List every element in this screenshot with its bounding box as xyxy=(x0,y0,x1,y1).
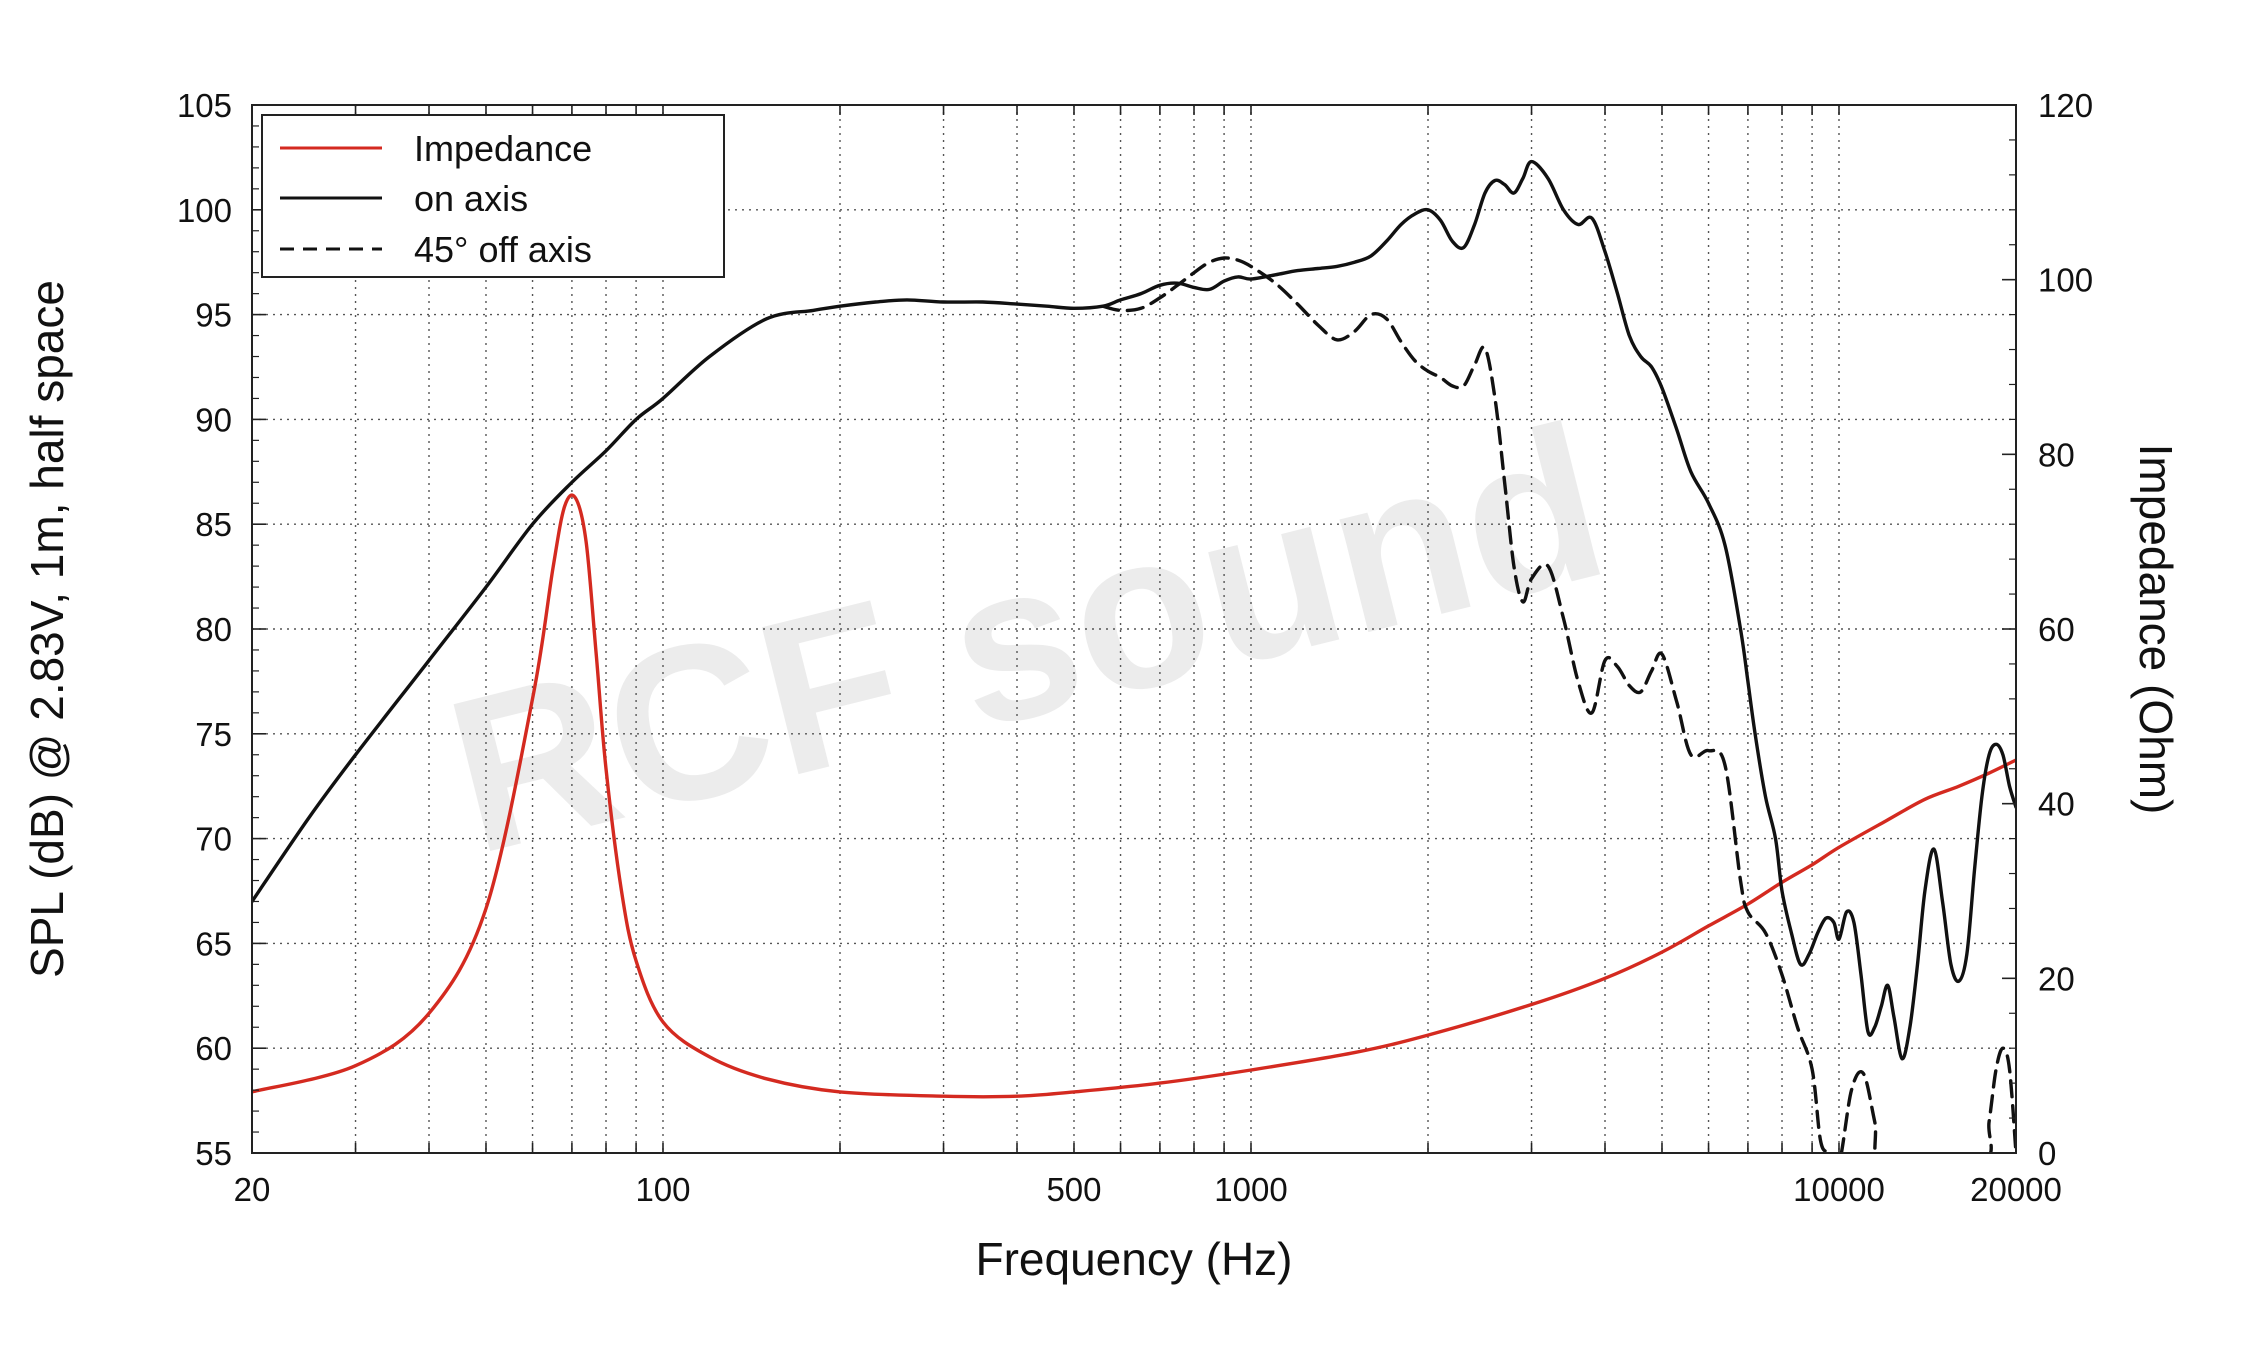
y-tick-label: 95 xyxy=(195,297,232,334)
y2-tick-label: 100 xyxy=(2038,262,2093,299)
series-on-axis xyxy=(252,159,2016,1061)
y-tick-label: 65 xyxy=(195,925,232,962)
y2-tick-label: 80 xyxy=(2038,436,2075,473)
series-layer xyxy=(252,159,2016,1153)
legend-label-off-axis: 45° off axis xyxy=(414,229,592,270)
y2-tick-label: 60 xyxy=(2038,611,2075,648)
ticks xyxy=(252,104,2016,1154)
y2-tick-label: 120 xyxy=(2038,87,2093,124)
svg-text:RCF sound: RCF sound xyxy=(428,378,1626,901)
y-tick-label: 90 xyxy=(195,401,232,438)
legend: Impedance on axis 45° off axis xyxy=(261,114,725,278)
y-tick-label: 100 xyxy=(177,192,232,229)
y-tick-label: 55 xyxy=(195,1135,232,1172)
y-tick-label: 75 xyxy=(195,716,232,753)
y-tick-label: 85 xyxy=(195,506,232,543)
x-tick-label: 500 xyxy=(1046,1171,1101,1208)
series-off-axis xyxy=(1101,256,2016,1153)
series-impedance xyxy=(252,493,2016,1099)
x-tick-label: 100 xyxy=(635,1171,690,1208)
y-tick-label: 80 xyxy=(195,611,232,648)
x-axis-title: Frequency (Hz) xyxy=(976,1233,1293,1285)
tick-labels: 55 60 65 70 75 80 85 90 95 100 105 0 20 40 60 80 100 120 2… xyxy=(177,87,2093,1208)
x-tick-label: 20 xyxy=(234,1171,271,1208)
grid xyxy=(252,105,2016,1153)
x-tick-label: 10000 xyxy=(1793,1171,1885,1208)
y-tick-label: 60 xyxy=(195,1030,232,1067)
y-axis-title: SPL (dB) @ 2.83V, 1m, half space xyxy=(21,280,73,978)
legend-label-impedance: Impedance xyxy=(414,128,592,169)
x-tick-label: 1000 xyxy=(1214,1171,1287,1208)
y2-axis-title: Impedance (Ohm) xyxy=(2130,444,2182,815)
y-tick-label: 105 xyxy=(177,87,232,124)
x-tick-label: 20000 xyxy=(1970,1171,2062,1208)
y-tick-label: 70 xyxy=(195,821,232,858)
y2-tick-label: 20 xyxy=(2038,960,2075,997)
legend-label-on-axis: on axis xyxy=(414,178,528,219)
watermark-logo: RCF sound xyxy=(428,378,1626,901)
y2-tick-label: 0 xyxy=(2038,1135,2056,1172)
y2-tick-label: 40 xyxy=(2038,786,2075,823)
